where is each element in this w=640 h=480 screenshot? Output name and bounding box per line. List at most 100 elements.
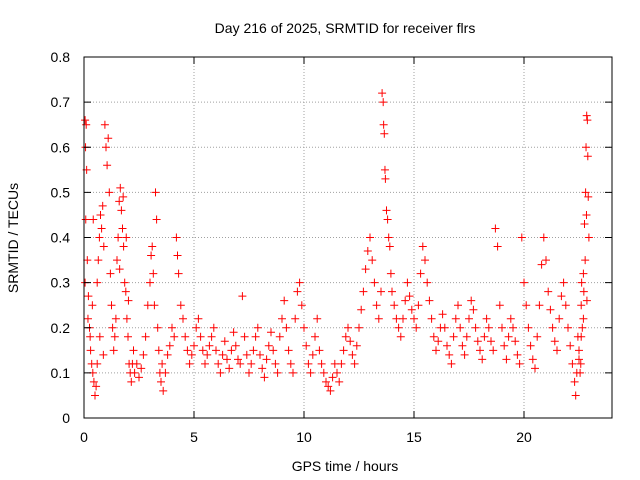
data-point — [370, 278, 379, 287]
data-point — [372, 301, 381, 310]
data-point — [531, 364, 539, 373]
data-point — [114, 233, 123, 242]
data-point — [173, 251, 182, 260]
data-point — [399, 314, 407, 323]
data-point — [564, 323, 572, 332]
data-point — [168, 323, 176, 332]
data-point — [83, 314, 92, 323]
data-point — [196, 332, 205, 341]
data-point — [416, 269, 425, 278]
data-point — [322, 377, 330, 386]
data-point — [506, 314, 515, 323]
data-point — [289, 368, 297, 377]
data-point — [242, 350, 251, 359]
data-point — [319, 368, 328, 377]
data-point — [324, 382, 333, 391]
data-point — [86, 346, 95, 355]
data-point — [380, 165, 389, 174]
data-point — [256, 350, 264, 359]
data-point — [291, 314, 300, 323]
data-point — [498, 323, 506, 332]
data-point — [467, 296, 476, 305]
data-point — [378, 89, 387, 98]
data-point — [476, 346, 484, 355]
data-point — [546, 305, 555, 314]
data-point — [495, 301, 504, 310]
data-point — [576, 368, 585, 377]
data-point — [147, 251, 156, 260]
data-point — [583, 116, 592, 125]
data-point — [271, 359, 280, 368]
data-point — [394, 323, 403, 332]
data-point — [570, 377, 579, 386]
data-point — [141, 332, 150, 341]
data-point — [93, 359, 102, 368]
data-point — [522, 301, 531, 310]
data-point — [214, 359, 223, 368]
data-point — [245, 368, 253, 377]
data-point — [236, 359, 245, 368]
data-point — [286, 359, 295, 368]
data-point — [172, 233, 181, 242]
data-point — [410, 314, 418, 323]
data-point — [89, 215, 98, 224]
data-point — [443, 341, 451, 350]
data-point — [238, 292, 247, 301]
data-point — [273, 368, 282, 377]
data-point — [152, 215, 161, 224]
data-point — [539, 233, 548, 242]
data-point — [544, 287, 553, 296]
data-point — [432, 346, 440, 355]
data-point — [577, 278, 586, 287]
data-point — [471, 323, 480, 332]
x-tick-label: 20 — [516, 429, 532, 445]
data-point — [326, 386, 335, 395]
data-point — [576, 359, 585, 368]
data-point — [159, 386, 168, 395]
data-point — [484, 323, 493, 332]
data-point — [96, 210, 105, 219]
data-point — [456, 323, 465, 332]
data-point — [240, 332, 249, 341]
data-point — [577, 301, 586, 310]
data-point — [526, 341, 535, 350]
data-point — [346, 337, 355, 346]
data-point — [418, 242, 427, 251]
data-point — [192, 323, 201, 332]
data-point — [359, 287, 368, 296]
data-point — [500, 341, 509, 350]
data-point — [170, 332, 179, 341]
data-point — [176, 301, 185, 310]
data-point — [187, 350, 196, 359]
data-point — [465, 314, 473, 323]
data-point — [535, 301, 544, 310]
data-point — [350, 359, 359, 368]
data-point — [122, 233, 131, 242]
data-point — [451, 314, 460, 323]
data-point — [107, 301, 116, 310]
data-point — [81, 215, 90, 224]
data-point — [308, 350, 317, 359]
data-point — [460, 350, 469, 359]
data-point — [407, 305, 416, 314]
data-point — [515, 359, 524, 368]
data-point — [578, 323, 587, 332]
y-tick-label: 0.2 — [51, 320, 71, 336]
data-point — [315, 346, 324, 355]
data-point — [119, 242, 128, 251]
data-point — [139, 350, 148, 359]
y-tick-label: 0.4 — [51, 230, 71, 246]
data-point — [579, 269, 588, 278]
data-point — [352, 341, 361, 350]
data-point — [438, 310, 447, 319]
data-point — [249, 346, 258, 355]
data-point — [158, 359, 167, 368]
data-point — [102, 143, 110, 152]
data-point — [98, 201, 107, 210]
data-point — [267, 328, 275, 337]
data-point — [113, 256, 121, 265]
data-point — [297, 301, 306, 310]
data-point — [582, 296, 591, 305]
data-point — [282, 323, 291, 332]
data-point — [105, 188, 114, 197]
